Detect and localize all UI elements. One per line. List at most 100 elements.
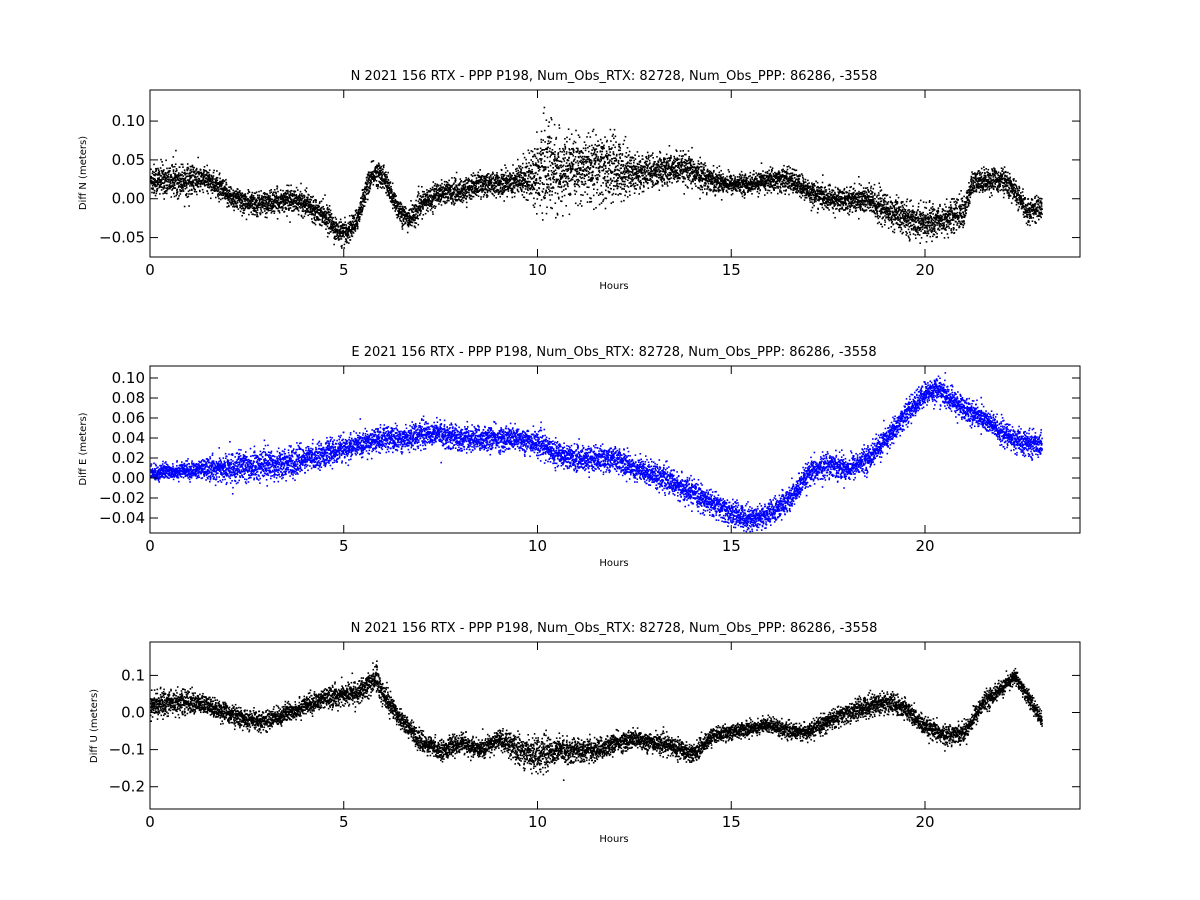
data-point: [576, 170, 579, 172]
data-point: [184, 185, 186, 187]
data-point: [217, 190, 219, 192]
data-point: [156, 181, 159, 184]
data-point: [497, 177, 499, 180]
data-point: [554, 169, 557, 171]
data-point: [514, 181, 517, 184]
data-point: [269, 190, 271, 192]
data-point: [586, 136, 588, 138]
data-point: [207, 183, 210, 186]
data-point: [230, 199, 232, 201]
data-point: [629, 181, 632, 183]
data-point: [437, 194, 439, 197]
data-point: [549, 199, 552, 201]
data-point: [331, 229, 333, 232]
data-point: [214, 186, 216, 189]
data-point: [164, 192, 166, 194]
data-point: [631, 176, 634, 179]
data-point: [402, 218, 405, 220]
data-point: [557, 185, 559, 188]
data-point: [526, 165, 529, 168]
data-point: [384, 173, 386, 176]
data-point: [543, 169, 546, 171]
data-point: [286, 215, 288, 217]
data-point: [292, 203, 294, 206]
data-point: [521, 172, 524, 174]
data-point: [477, 190, 479, 192]
data-point: [366, 176, 368, 179]
data-point: [581, 183, 583, 185]
data-point: [632, 184, 634, 186]
data-point: [191, 189, 193, 191]
data-point: [557, 165, 559, 168]
data-point: [256, 199, 259, 202]
data-point: [540, 141, 543, 143]
data-point: [430, 202, 433, 204]
data-point: [550, 173, 553, 176]
data-point: [516, 188, 519, 191]
data-point: [380, 173, 383, 176]
data-point: [386, 194, 389, 197]
data-point: [255, 199, 257, 201]
data-point: [227, 202, 229, 205]
data-point: [319, 218, 321, 221]
data-point: [225, 195, 228, 197]
data-point: [622, 187, 624, 190]
data-point: [521, 166, 524, 169]
data-point: [569, 168, 572, 170]
data-point: [585, 155, 588, 158]
data-point: [572, 163, 575, 166]
data-point: [366, 181, 369, 183]
data-point: [243, 195, 246, 198]
data-point: [616, 180, 618, 183]
data-point: [616, 187, 619, 190]
data-point: [297, 208, 299, 210]
data-point: [627, 165, 630, 167]
data-point: [212, 178, 214, 180]
data-point: [613, 170, 616, 173]
data-point: [568, 162, 571, 165]
data-point: [354, 230, 357, 232]
data-point: [602, 198, 605, 201]
data-point: [339, 235, 342, 237]
data-point: [269, 192, 271, 194]
data-point: [430, 204, 432, 207]
data-point: [276, 186, 279, 188]
data-point: [396, 201, 399, 203]
data-point: [169, 187, 171, 190]
data-point: [305, 204, 308, 207]
data-point: [344, 221, 347, 223]
data-point: [493, 182, 495, 184]
data-point: [486, 191, 489, 194]
data-point: [200, 171, 203, 174]
data-point: [509, 178, 512, 181]
data-point: [336, 233, 338, 235]
data-point: [517, 183, 519, 185]
data-point: [606, 179, 608, 182]
data-point: [624, 177, 626, 179]
data-point: [592, 170, 594, 173]
data-point: [259, 198, 261, 200]
data-point: [310, 213, 313, 216]
data-point: [331, 227, 333, 229]
data-point: [515, 168, 517, 171]
data-point: [388, 186, 391, 189]
data-point: [496, 172, 498, 174]
data-point: [203, 171, 205, 174]
data-point: [539, 183, 541, 185]
data-point: [323, 221, 325, 223]
data-point: [173, 182, 176, 184]
data-point: [502, 175, 505, 178]
data-point: [440, 195, 443, 198]
data-point: [506, 175, 508, 177]
data-point: [541, 191, 544, 193]
data-point: [585, 162, 587, 164]
data-point: [532, 204, 535, 207]
data-point: [586, 160, 589, 163]
data-point: [566, 140, 568, 143]
data-point: [208, 169, 211, 171]
data-point: [419, 205, 422, 207]
data-point: [537, 167, 540, 169]
data-point: [275, 200, 277, 202]
data-point: [347, 227, 349, 230]
data-point: [371, 160, 373, 163]
